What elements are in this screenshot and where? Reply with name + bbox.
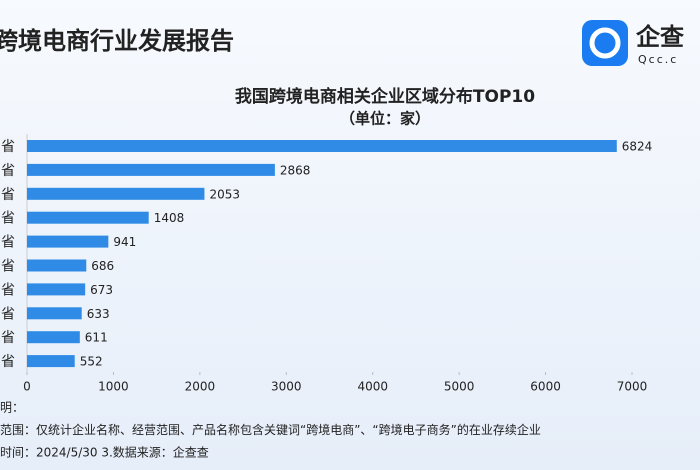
category-label: 省 [1,211,15,227]
bar [27,187,205,200]
note: 范围：仅统计企业名称、经营范围、产品名称包含关键词“跨境电商”、“跨境电子商务”… [0,422,541,437]
report-title: 跨境电商行业发展报告 [0,27,234,55]
x-tick-label: 0 [23,380,31,394]
x-tick-label: 7000 [617,380,648,394]
bar [27,140,617,152]
value-label: 633 [87,307,110,321]
bar [27,331,80,344]
category-label: 省 [1,187,15,203]
category-label: 省 [1,330,15,346]
bar [27,163,275,176]
category-label: 省 [1,354,15,370]
x-tick-label: 4000 [357,380,388,394]
category-label: 省 [1,163,15,179]
value-label: 552 [80,355,103,369]
bar [27,283,86,296]
value-label: 2868 [280,163,311,177]
x-tick-label: 5000 [444,380,475,394]
x-tick-label: 6000 [530,380,561,394]
logo: 企查 Qcc.c [582,20,684,66]
category-label: 省 [1,259,15,275]
value-label: 6824 [622,140,653,154]
logo-q [589,27,621,59]
value-label: 611 [85,331,108,345]
plot: 0 1000 2000 3000 4000 5000 6000 7000 省 6824 省 2868 省… [1,134,652,394]
category-label: 省 [1,139,15,155]
x-tick-label: 1000 [98,380,129,394]
bar [27,235,109,248]
category-label: 省 [1,282,15,298]
category-label: 省 [1,235,15,251]
bar [27,307,82,320]
chart-subtitle: （单位：家） [340,110,430,128]
value-label: 941 [113,235,136,249]
x-tick-label: 2000 [185,380,216,394]
bar [27,355,75,368]
category-label: 省 [1,306,15,322]
value-label: 686 [91,259,114,273]
chart-title: 我国跨境电商相关企业区域分布TOP10 [235,86,535,107]
note: 时间：2024/5/30 3.数据来源：企查查 [0,445,209,460]
value-label: 1408 [154,211,185,225]
logo-name: 企查 [636,23,684,51]
bar [27,211,149,224]
logo-icon [582,20,628,66]
x-tick-label: 3000 [271,380,302,394]
value-label: 2053 [209,187,240,201]
note: 明： [0,401,24,415]
value-label: 673 [90,283,113,297]
logo-domain: Qcc.c [638,53,678,66]
bar [27,259,87,272]
notes: 明： 范围：仅统计企业名称、经营范围、产品名称包含关键词“跨境电商”、“跨境电子商… [0,401,541,460]
